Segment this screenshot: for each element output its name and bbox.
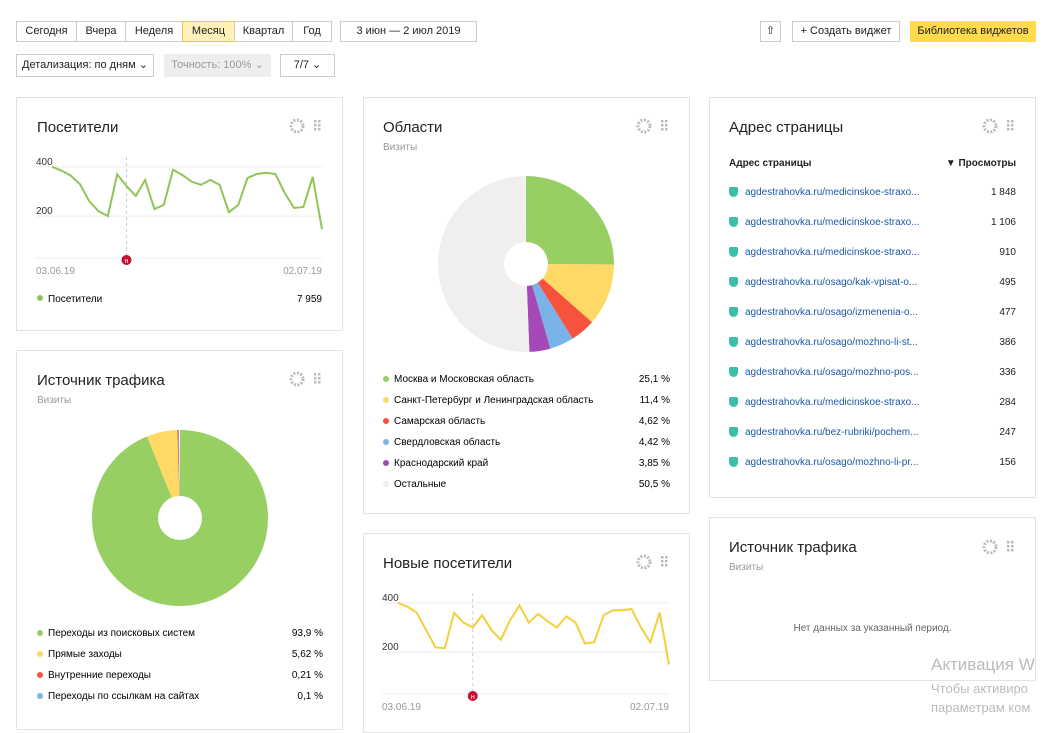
page-url[interactable]: agdestrahovka.ru/bez-rubriki/pochem... xyxy=(745,427,919,438)
secure-icon xyxy=(729,217,738,227)
secure-icon xyxy=(729,367,738,377)
secure-icon xyxy=(729,427,738,437)
secure-icon xyxy=(729,187,738,197)
period-button[interactable]: Месяц xyxy=(182,21,235,42)
page-url[interactable]: agdestrahovka.ru/medicinskoe-straxo... xyxy=(745,187,920,198)
column-header: Адрес страницы xyxy=(729,158,812,169)
widget-subtitle: Визиты xyxy=(37,395,72,406)
widget-new-visitors: Новые посетители xyxy=(363,533,690,733)
watermark: параметрам ком xyxy=(931,700,1031,715)
page-url[interactable]: agdestrahovka.ru/osago/kak-vpisat-o... xyxy=(745,277,918,288)
widget-pages: Адрес страницы Адрес страницы ▼ Просмотр… xyxy=(709,97,1036,498)
widget-title: Источник трафика xyxy=(37,372,165,389)
widget-title: Посетители xyxy=(37,119,119,136)
widget-library[interactable]: Библиотека виджетов xyxy=(910,21,1036,42)
page-views: 1 106 xyxy=(990,217,1016,228)
export-button[interactable]: ⇧ xyxy=(760,21,781,42)
page: Сегодня Вчера Неделя Месяц Квартал Год 3 июн … xyxy=(16,21,1036,733)
widget-title: Новые посетители xyxy=(383,555,513,572)
date-range[interactable]: 3 июн — 2 июл 2019 xyxy=(340,21,477,42)
page-url[interactable]: agdestrahovka.ru/osago/mozhno-li-pr... xyxy=(745,457,919,468)
secure-icon xyxy=(729,307,738,317)
create-widget[interactable]: + Создать виджет xyxy=(792,21,900,42)
page-views: 477 xyxy=(999,307,1016,318)
watermark: Активация W xyxy=(931,655,1035,674)
column-header[interactable]: ▼ Просмотры xyxy=(945,158,1016,169)
period-button[interactable]: Год xyxy=(292,21,332,42)
widget-regions: Области Визиты xyxy=(363,97,690,514)
widget-traffic-2: Источник трафика Визиты Нет данных за ук… xyxy=(709,517,1036,681)
page-url[interactable]: agdestrahovka.ru/osago/mozhno-pos... xyxy=(745,367,919,378)
page-url[interactable]: agdestrahovka.ru/medicinskoe-straxo... xyxy=(745,247,920,258)
accuracy-text: Точность: 100% xyxy=(171,59,252,71)
widget-library-text: Библиотека виджетов xyxy=(917,25,1029,37)
detail-select[interactable]: Детализация: по дням ⌄ xyxy=(16,54,154,77)
page-views: 495 xyxy=(999,277,1016,288)
segments-text: 7/7 xyxy=(293,59,309,71)
date-range-text: 3 июн — 2 июл 2019 xyxy=(356,25,461,37)
secure-icon xyxy=(729,277,738,287)
secure-icon xyxy=(729,247,738,257)
page-views: 156 xyxy=(999,457,1016,468)
accuracy-select[interactable]: Точность: 100% ⌄ xyxy=(164,54,271,77)
page-url[interactable]: agdestrahovka.ru/osago/mozhno-li-st... xyxy=(745,337,918,348)
widget-title: Области xyxy=(383,119,443,136)
watermark: Чтобы активиро xyxy=(931,681,1029,696)
secure-icon xyxy=(729,397,738,407)
secure-icon xyxy=(729,457,738,467)
widget-title: Источник трафика xyxy=(729,539,857,556)
page-url[interactable]: agdestrahovka.ru/osago/izmenenia-o... xyxy=(745,307,918,318)
segments-select[interactable]: 7/7 ⌄ xyxy=(280,54,335,77)
page-views: 910 xyxy=(999,247,1016,258)
page-views: 1 848 xyxy=(990,187,1016,198)
period-button[interactable]: Вчера xyxy=(76,21,126,42)
widget-traffic: Источник трафика Визиты xyxy=(16,350,343,730)
secure-icon xyxy=(729,337,738,347)
widget-visitors: Посетители xyxy=(16,97,343,331)
detail-text: Детализация: по дням xyxy=(22,59,136,71)
page-views: 336 xyxy=(999,367,1016,378)
period-button[interactable]: Сегодня xyxy=(16,21,77,42)
page-views: 386 xyxy=(999,337,1016,348)
page-views: 284 xyxy=(999,397,1016,408)
create-widget-text: Создать виджет xyxy=(810,25,892,37)
widget-title: Адрес страницы xyxy=(729,119,844,136)
period-button[interactable]: Квартал xyxy=(234,21,293,42)
page-url[interactable]: agdestrahovka.ru/medicinskoe-straxo... xyxy=(745,217,920,228)
period-button[interactable]: Неделя xyxy=(125,21,183,42)
empty-message: Нет данных за указанный период. xyxy=(793,623,952,634)
page-url[interactable]: agdestrahovka.ru/medicinskoe-straxo... xyxy=(745,397,920,408)
widget-subtitle: Визиты xyxy=(729,562,764,573)
page-views: 247 xyxy=(999,427,1016,438)
widget-subtitle: Визиты xyxy=(383,142,418,153)
